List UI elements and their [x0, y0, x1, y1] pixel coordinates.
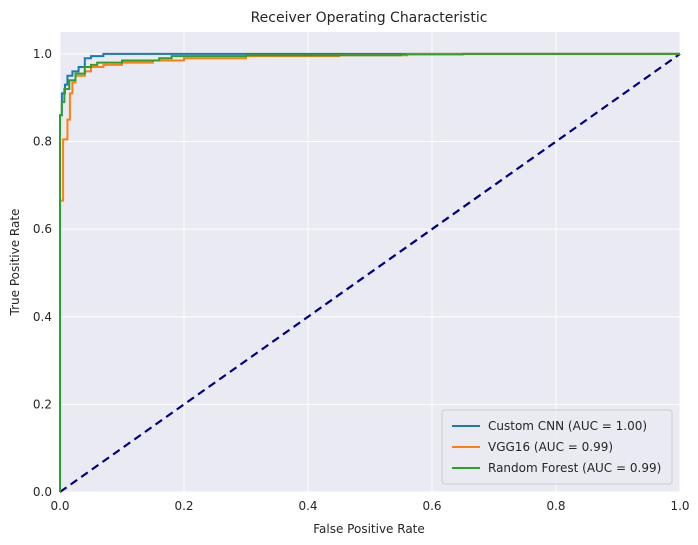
y-tick-label: 0.6 — [33, 222, 52, 236]
legend-label: Random Forest (AUC = 0.99) — [488, 461, 661, 475]
chart-title: Receiver Operating Characteristic — [251, 10, 488, 26]
y-axis-ticks: 0.0 0.2 0.4 0.6 0.8 1.0 — [33, 47, 52, 499]
y-tick-label: 0.8 — [33, 135, 52, 149]
y-axis-title: True Positive Rate — [8, 209, 22, 317]
x-tick-label: 0.2 — [174, 499, 193, 513]
x-tick-label: 0.4 — [298, 499, 317, 513]
y-tick-label: 0.0 — [33, 485, 52, 499]
x-axis-title: False Positive Rate — [313, 522, 425, 536]
roc-curve-series-2 — [59, 52, 680, 492]
x-axis-ticks: 0.0 0.2 0.4 0.6 0.8 1.0 — [50, 499, 689, 513]
legend-label: VGG16 (AUC = 0.99) — [488, 440, 613, 454]
legend-label: Custom CNN (AUC = 1.00) — [488, 419, 647, 433]
y-tick-label: 0.2 — [33, 397, 52, 411]
x-tick-label: 0.8 — [546, 499, 565, 513]
x-tick-label: 1.0 — [670, 499, 689, 513]
x-tick-label: 0.6 — [422, 499, 441, 513]
y-tick-label: 0.4 — [33, 310, 52, 324]
legend-box — [441, 409, 673, 485]
series-group — [59, 52, 680, 492]
grid-lines — [59, 32, 681, 493]
roc-curve-series-0 — [59, 52, 680, 492]
reference-line-group — [59, 53, 681, 493]
legend: Custom CNN (AUC = 1.00) VGG16 (AUC = 0.99… — [441, 409, 673, 485]
y-tick-label: 1.0 — [33, 47, 52, 61]
x-tick-label: 0.0 — [50, 499, 69, 513]
reference-diagonal-line — [59, 53, 681, 493]
